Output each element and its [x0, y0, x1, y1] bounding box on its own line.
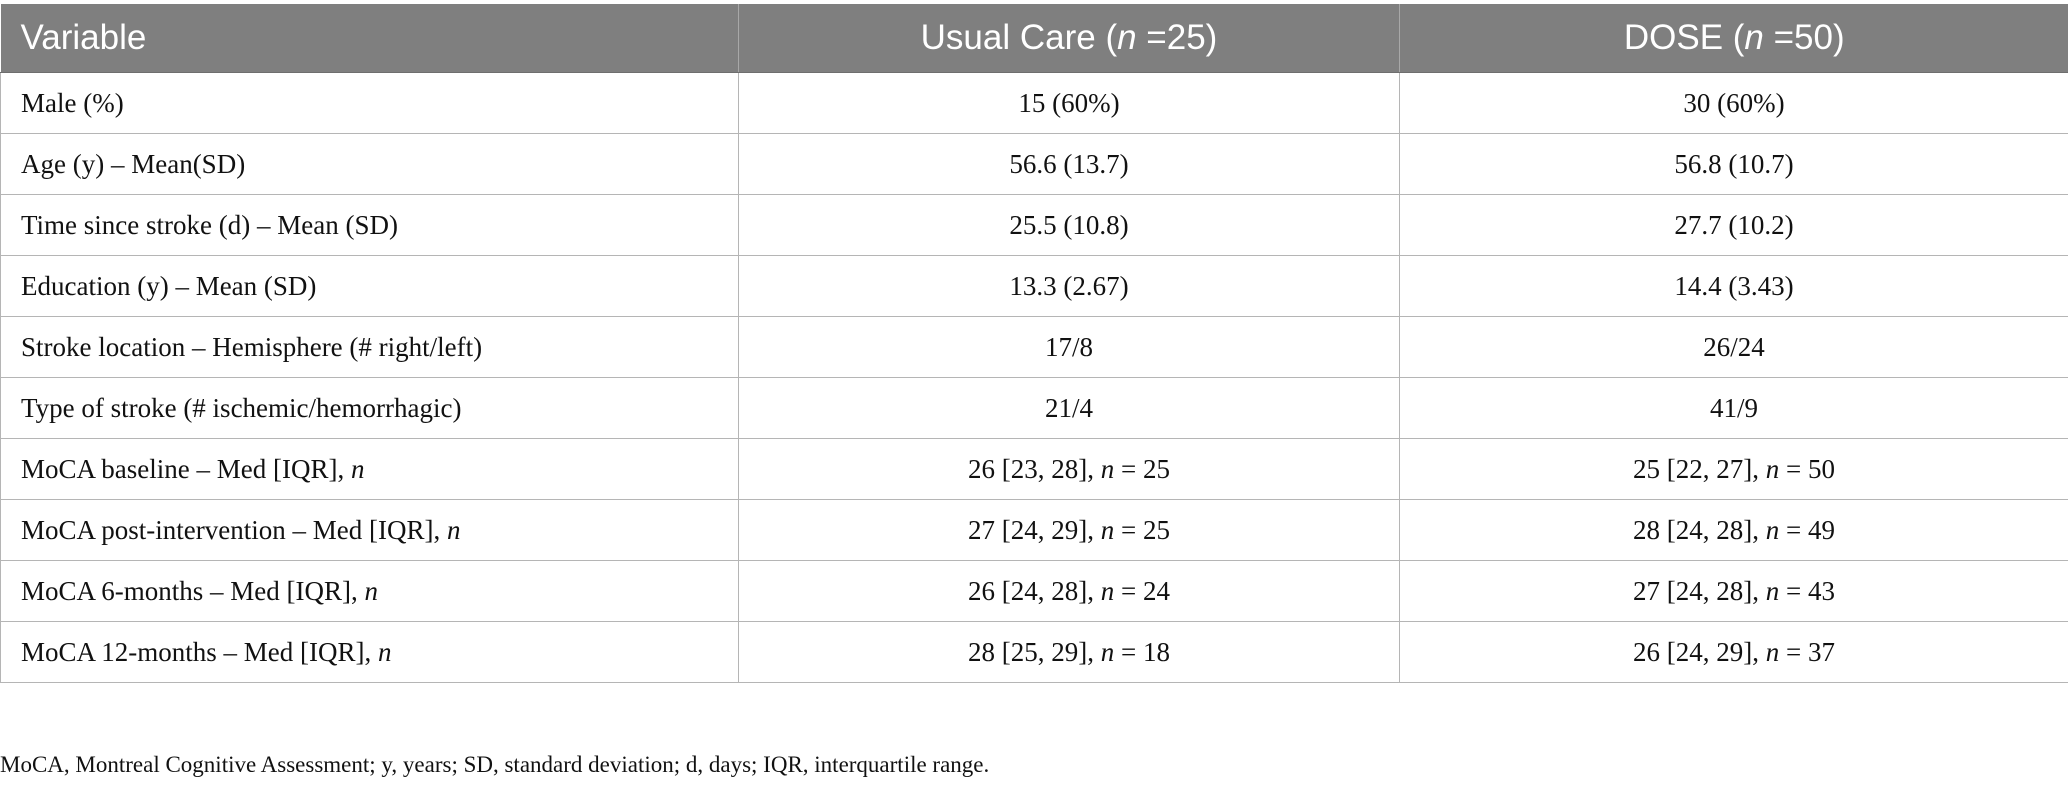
table-header: Variable Usual Care (n =25) DOSE (n =50) — [0, 4, 2068, 73]
cell-usual-care: 27 [24, 29], n = 25 — [738, 499, 1400, 561]
table-footnote: MoCA, Montreal Cognitive Assessment; y, … — [0, 752, 990, 777]
table-row: MoCA 12-months – Med [IQR], n 28 [25, 29]… — [0, 621, 2068, 683]
cell-dose: 27.7 (10.2) — [1399, 194, 2068, 256]
cell-variable: MoCA 6-months – Med [IQR], n — [0, 560, 739, 622]
cell-variable: Time since stroke (d) – Mean (SD) — [0, 194, 739, 256]
cell-variable: MoCA baseline – Med [IQR], n — [0, 438, 739, 500]
table-row: Education (y) – Mean (SD) 13.3 (2.67) 14.4… — [0, 255, 2068, 317]
header-usual-care: Usual Care (n =25) — [738, 4, 1400, 73]
table-body: Male (%) 15 (60%) 30 (60%) Age (y) – Mean(S… — [0, 72, 2068, 683]
table-row: Male (%) 15 (60%) 30 (60%) — [0, 72, 2068, 134]
table-row: MoCA 6-months – Med [IQR], n 26 [24, 28],… — [0, 560, 2068, 622]
cell-dose: 27 [24, 28], n = 43 — [1399, 560, 2068, 622]
cell-dose: 30 (60%) — [1399, 72, 2068, 134]
cell-variable: Stroke location – Hemisphere (# right/le… — [0, 316, 739, 378]
table-row: MoCA post-intervention – Med [IQR], n 27 … — [0, 499, 2068, 561]
cell-variable: MoCA 12-months – Med [IQR], n — [0, 621, 739, 683]
cell-dose: 28 [24, 28], n = 49 — [1399, 499, 2068, 561]
header-row: Variable Usual Care (n =25) DOSE (n =50) — [0, 4, 2068, 73]
table-row: Type of stroke (# ischemic/hemorrhagic) 2… — [0, 377, 2068, 439]
cell-dose: 26 [24, 29], n = 37 — [1399, 621, 2068, 683]
cell-dose: 14.4 (3.43) — [1399, 255, 2068, 317]
header-dose: DOSE (n =50) — [1399, 4, 2068, 73]
cell-dose: 26/24 — [1399, 316, 2068, 378]
table-row: Age (y) – Mean(SD) 56.6 (13.7) 56.8 (10.7) — [0, 133, 2068, 195]
cell-usual-care: 13.3 (2.67) — [738, 255, 1400, 317]
table-row: Stroke location – Hemisphere (# right/le… — [0, 316, 2068, 378]
demographics-table: Variable Usual Care (n =25) DOSE (n =50)… — [0, 4, 2068, 683]
cell-dose: 25 [22, 27], n = 50 — [1399, 438, 2068, 500]
cell-variable: Male (%) — [0, 72, 739, 134]
cell-variable: Age (y) – Mean(SD) — [0, 133, 739, 195]
demographics-table-container: Variable Usual Care (n =25) DOSE (n =50)… — [0, 4, 2068, 683]
cell-variable: Education (y) – Mean (SD) — [0, 255, 739, 317]
table-row: Time since stroke (d) – Mean (SD) 25.5 (1… — [0, 194, 2068, 256]
cell-usual-care: 25.5 (10.8) — [738, 194, 1400, 256]
cell-variable: MoCA post-intervention – Med [IQR], n — [0, 499, 739, 561]
cell-dose: 41/9 — [1399, 377, 2068, 439]
cell-dose: 56.8 (10.7) — [1399, 133, 2068, 195]
cell-usual-care: 21/4 — [738, 377, 1400, 439]
cell-usual-care: 28 [25, 29], n = 18 — [738, 621, 1400, 683]
cell-usual-care: 26 [24, 28], n = 24 — [738, 560, 1400, 622]
cell-usual-care: 56.6 (13.7) — [738, 133, 1400, 195]
cell-variable: Type of stroke (# ischemic/hemorrhagic) — [0, 377, 739, 439]
cell-usual-care: 15 (60%) — [738, 72, 1400, 134]
cell-usual-care: 17/8 — [738, 316, 1400, 378]
table-row: MoCA baseline – Med [IQR], n 26 [23, 28],… — [0, 438, 2068, 500]
cell-usual-care: 26 [23, 28], n = 25 — [738, 438, 1400, 500]
header-variable: Variable — [0, 4, 739, 73]
